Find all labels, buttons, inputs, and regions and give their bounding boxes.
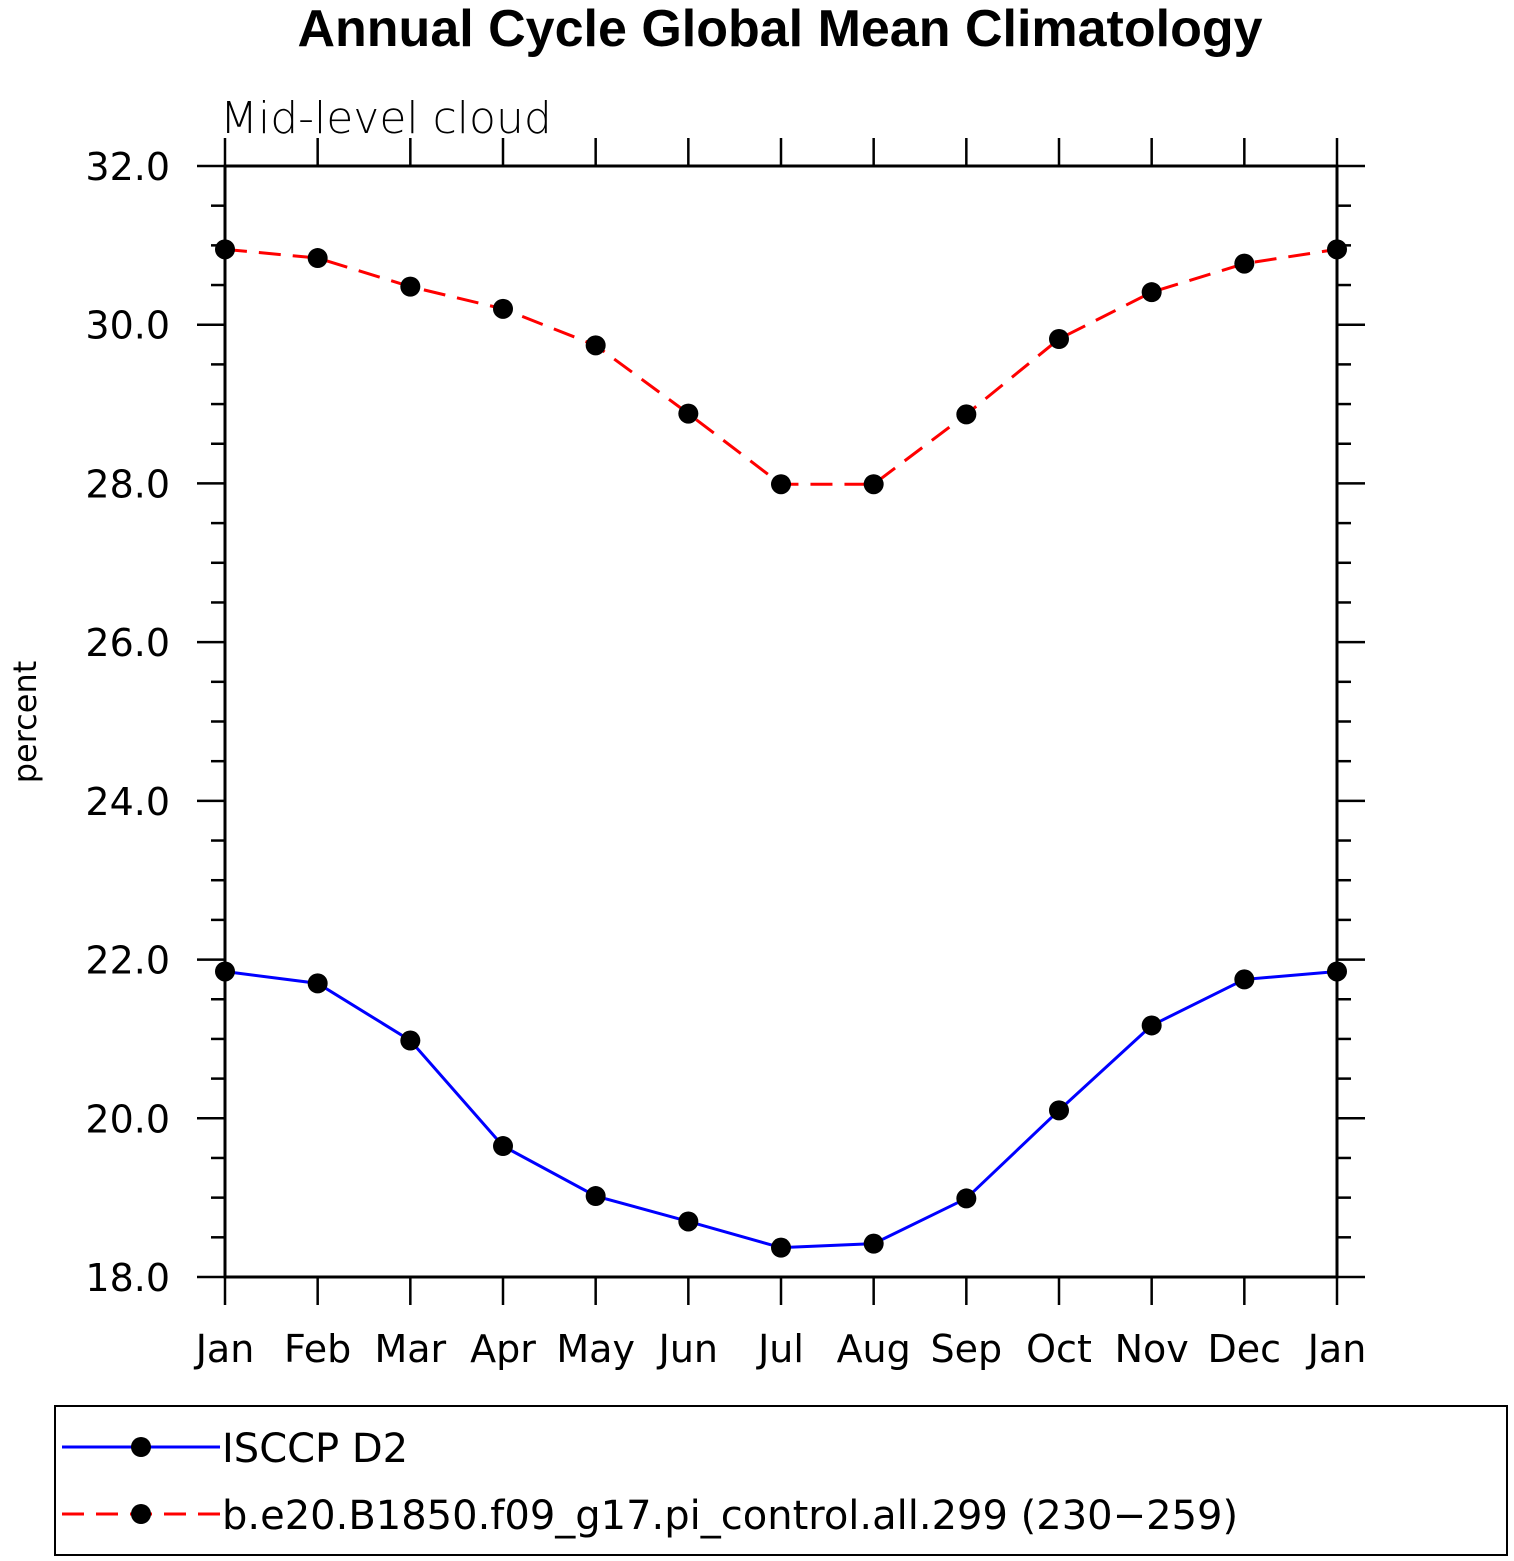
data-point-series-1 [400,276,421,297]
data-point-series-0 [493,1136,513,1157]
chart-title: Annual Cycle Global Mean Climatology [297,0,1262,58]
y-tick-label: 26.0 [85,621,170,665]
x-tick-label: Jan [1306,1327,1367,1371]
data-point-series-0 [956,1188,977,1209]
data-point-series-0 [1234,969,1255,990]
y-tick-label: 22.0 [85,939,170,983]
y-tick-label: 28.0 [85,462,170,506]
legend-label-model: b.e20.B1850.f09_g17.pi_control.all.299 (… [222,1493,1238,1539]
x-tick-label: Jan [194,1327,255,1371]
data-point-series-1 [678,403,699,424]
y-tick-label: 30.0 [85,304,170,348]
x-tick-label: Feb [284,1327,351,1371]
legend-item-isccp: ISCCP D2 [62,1426,408,1472]
data-point-series-1 [585,335,606,356]
data-point-series-0 [1049,1100,1069,1121]
x-tick-label: Oct [1026,1327,1092,1371]
data-point-series-1 [1049,328,1069,349]
x-tick-label: Apr [470,1327,536,1371]
y-tick-label: 20.0 [85,1097,170,1141]
data-point-series-1 [215,239,235,260]
y-tick-label: 32.0 [85,145,170,189]
data-point-series-0 [1141,1015,1162,1036]
x-tick-label: Nov [1115,1327,1189,1371]
axis-ticks [197,138,1365,1305]
x-tick-label: Aug [837,1327,911,1371]
data-point-series-1 [1234,253,1255,274]
data-point-series-0 [585,1186,606,1207]
data-point-series-1 [493,298,513,319]
data-point-series-1 [307,248,328,269]
data-point-series-0 [863,1233,884,1254]
legend-box [54,1405,1508,1556]
x-tick-labels: Jan Feb Mar Apr May Jun Jul Aug Sep Oct Nov Dec Jan [194,1327,1367,1371]
y-tick-label: 18.0 [85,1256,170,1300]
data-point-series-0 [215,961,235,982]
y-axis-label: percent [6,661,44,784]
data-point-series-0 [1327,961,1347,982]
x-tick-label: May [556,1327,635,1371]
data-point-series-1 [1141,282,1162,303]
series-markers [215,239,1347,1258]
data-point-series-1 [956,404,977,425]
data-point-series-0 [771,1237,791,1258]
data-point-series-1 [1327,239,1347,260]
y-tick-labels: 18.0 20.0 22.0 24.0 26.0 28.0 30.0 32.0 [85,145,170,1300]
chart-subtitle: Mid-level cloud [220,93,552,144]
data-point-series-1 [771,474,791,495]
legend-label-isccp: ISCCP D2 [222,1426,408,1472]
x-tick-label: Sep [931,1327,1003,1371]
y-tick-label: 24.0 [85,780,170,824]
data-point-series-0 [678,1211,699,1232]
legend-marker-isccp [131,1437,151,1457]
x-tick-label: Dec [1208,1327,1282,1371]
series-line-0 [224,969,1338,1250]
legend-item-model: b.e20.B1850.f09_g17.pi_control.all.299 (… [62,1493,1238,1539]
x-tick-label: Jun [657,1327,718,1371]
data-point-series-1 [863,474,884,495]
data-point-series-0 [400,1030,421,1051]
series-lines [224,247,1338,1250]
x-tick-label: Mar [374,1327,446,1371]
x-tick-label: Jul [756,1327,804,1371]
data-point-series-0 [307,973,328,994]
plot-frame [223,164,1339,1279]
legend-marker-model [131,1504,151,1524]
series-line-1 [224,247,1338,486]
